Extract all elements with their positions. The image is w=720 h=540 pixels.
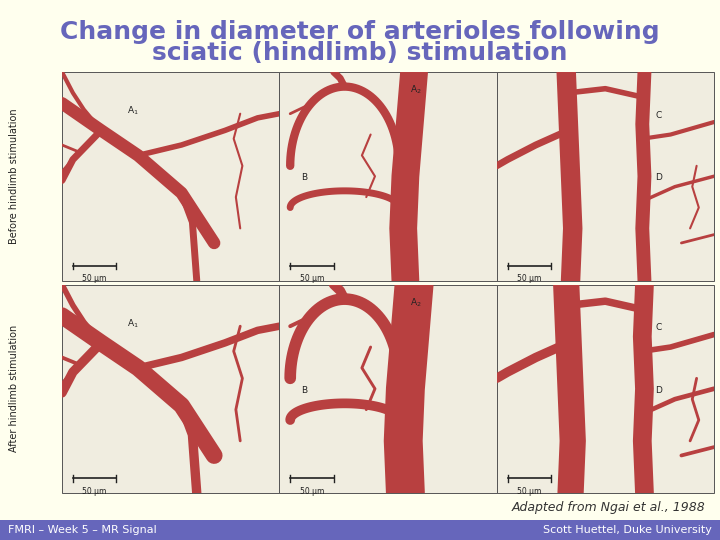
Bar [497, 285, 714, 493]
Text: 50 μm: 50 μm [300, 487, 324, 496]
Text: B: B [301, 173, 307, 183]
Text: C: C [655, 323, 662, 332]
Text: A$_1$: A$_1$ [127, 105, 139, 117]
Bar [62, 285, 279, 493]
Text: 50 μm: 50 μm [517, 274, 541, 284]
Text: Change in diameter of arterioles following: Change in diameter of arterioles followi… [60, 20, 660, 44]
Text: Before hindlimb stimulation: Before hindlimb stimulation [9, 109, 19, 244]
Text: sciatic (hindlimb) stimulation: sciatic (hindlimb) stimulation [152, 41, 568, 65]
Text: A$_2$: A$_2$ [410, 84, 421, 96]
Text: After hindlimb stimulation: After hindlimb stimulation [9, 325, 19, 453]
Bar [497, 72, 714, 280]
Bar [62, 72, 279, 280]
Text: 50 μm: 50 μm [517, 487, 541, 496]
Text: D: D [655, 173, 662, 183]
Text: A$_1$: A$_1$ [127, 317, 139, 330]
Text: C: C [655, 111, 662, 120]
Text: A$_2$: A$_2$ [410, 296, 421, 309]
Bar [0, 520, 720, 540]
Bar [279, 285, 497, 493]
Text: Scott Huettel, Duke University: Scott Huettel, Duke University [543, 525, 712, 535]
Text: FMRI – Week 5 – MR Signal: FMRI – Week 5 – MR Signal [8, 525, 157, 535]
Text: 50 μm: 50 μm [82, 274, 107, 284]
Text: Adapted from Ngai et al., 1988: Adapted from Ngai et al., 1988 [511, 502, 705, 515]
Bar [279, 72, 497, 280]
Text: B: B [301, 386, 307, 395]
Text: D: D [655, 386, 662, 395]
Text: 50 μm: 50 μm [82, 487, 107, 496]
Text: 50 μm: 50 μm [300, 274, 324, 284]
